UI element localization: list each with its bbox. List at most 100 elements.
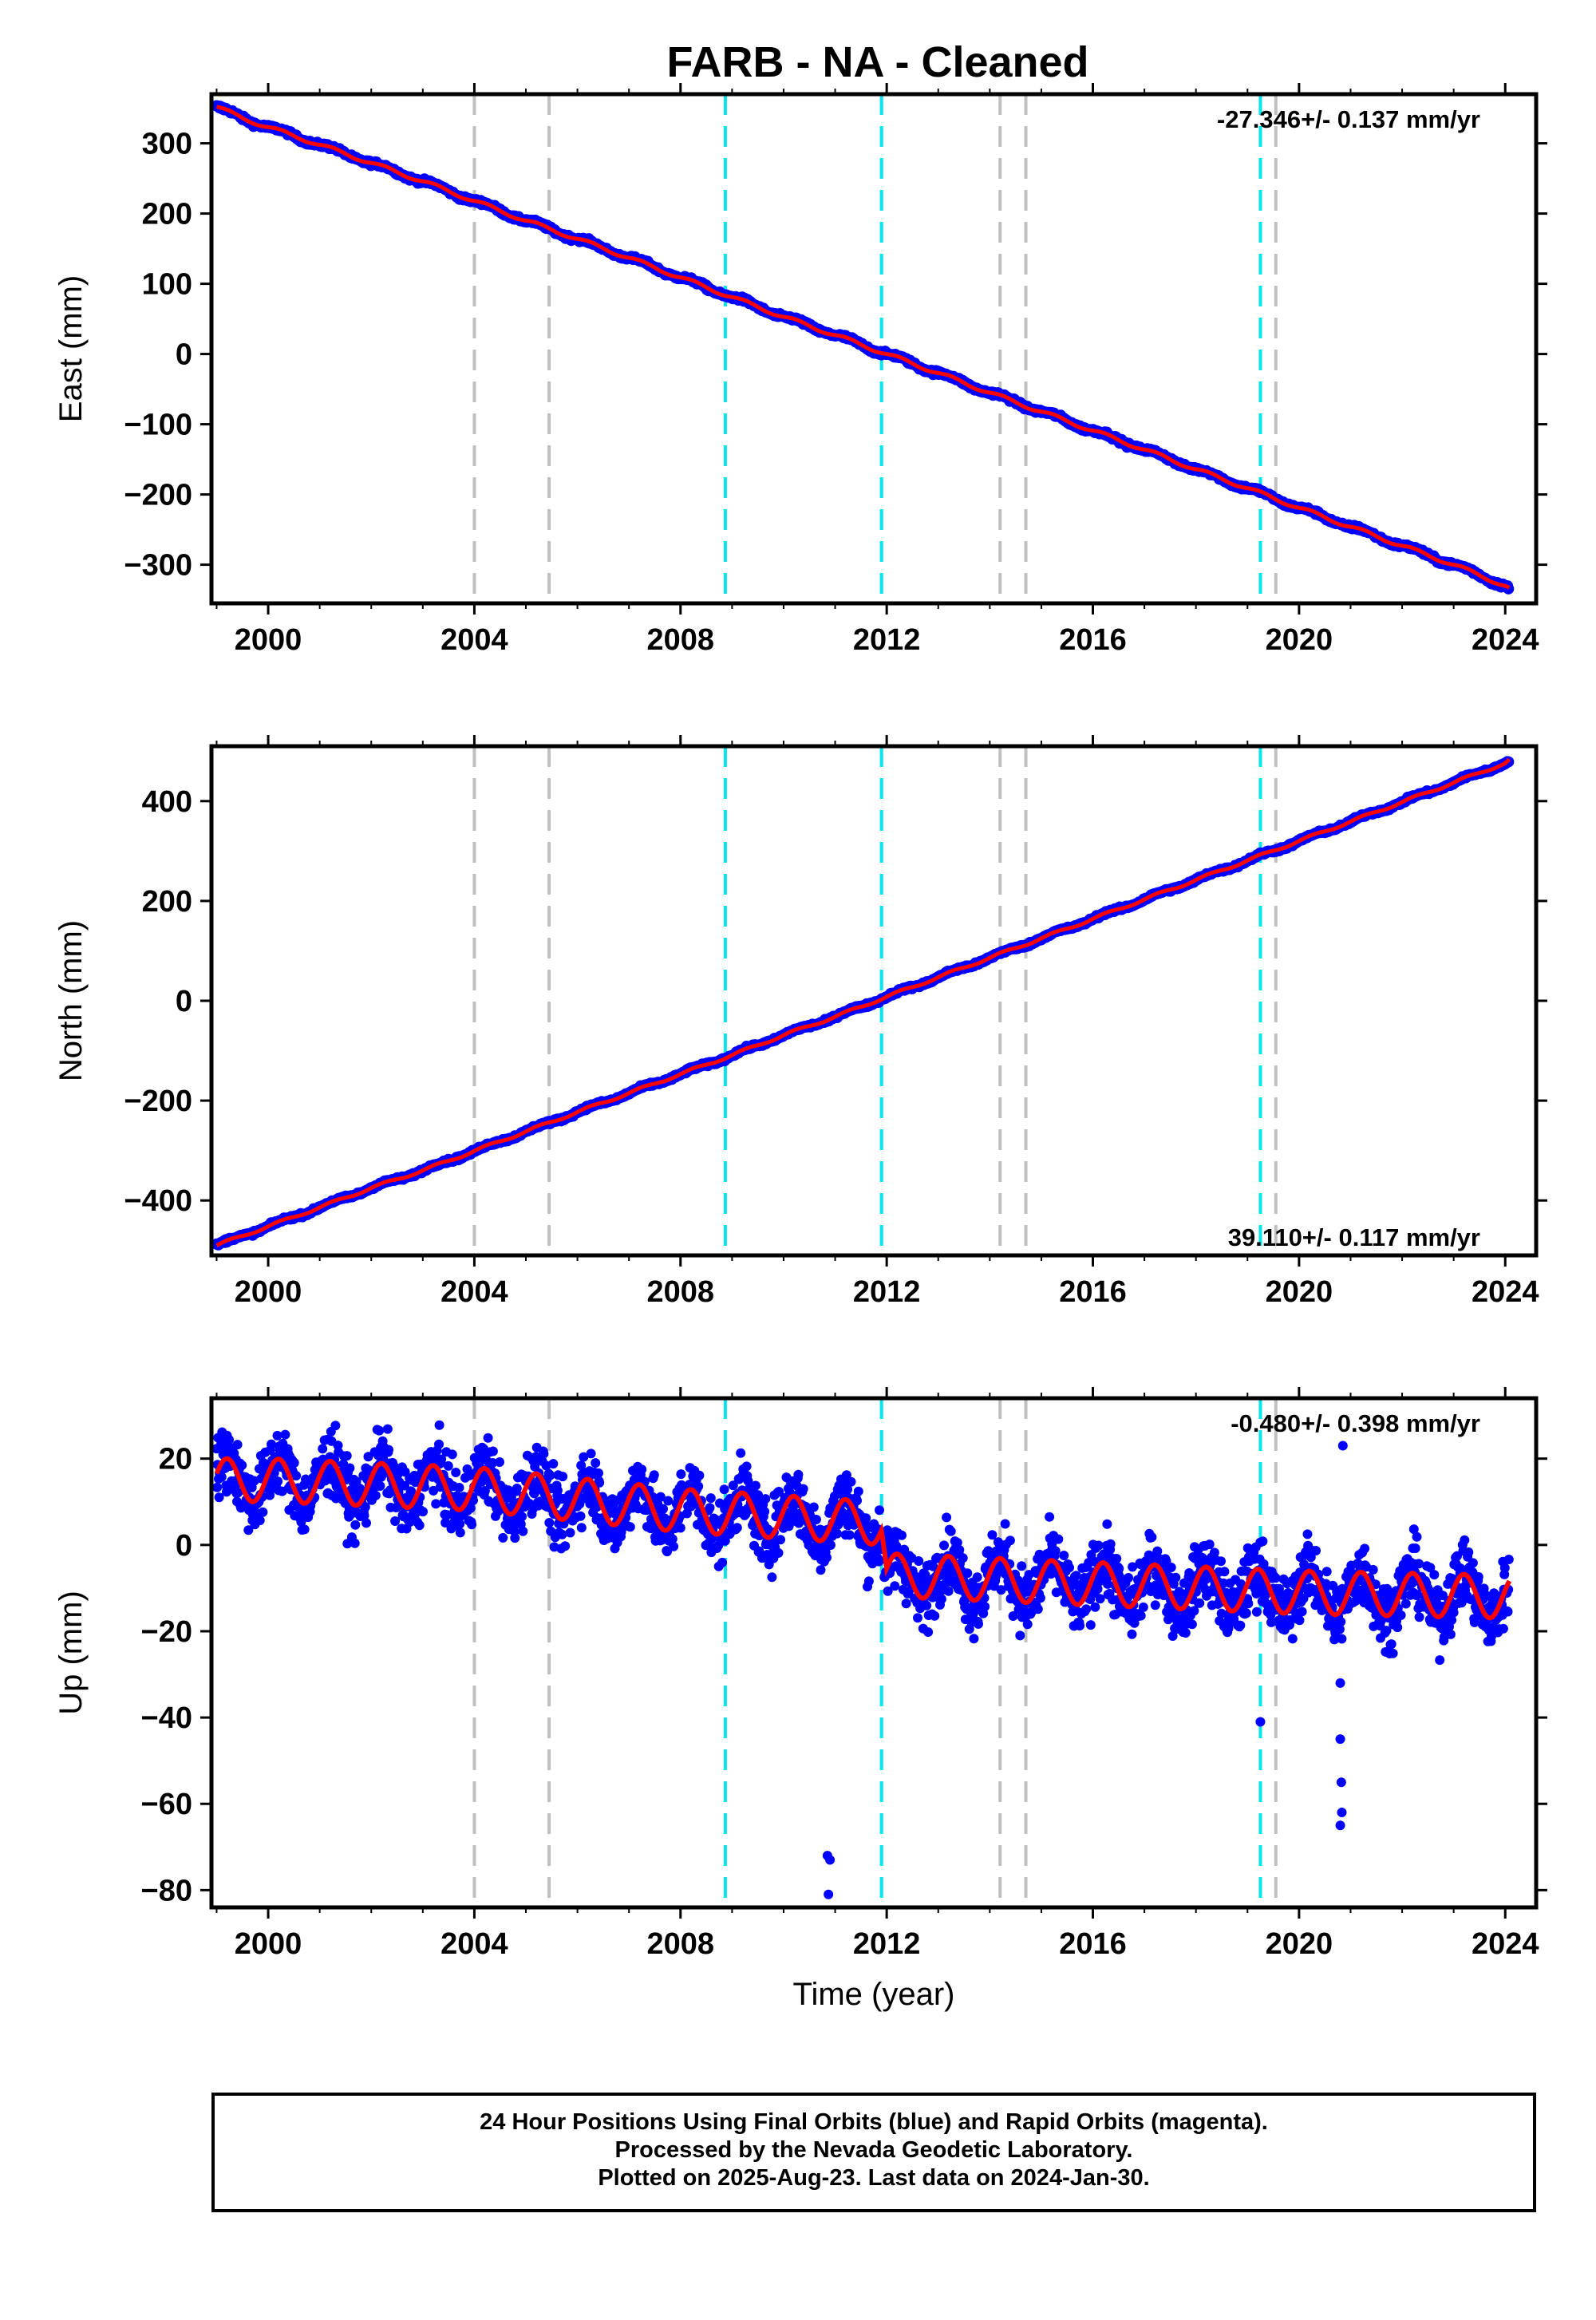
data-point — [237, 1460, 247, 1470]
data-point — [488, 1447, 498, 1456]
data-point — [637, 1464, 646, 1474]
data-point — [845, 1530, 855, 1539]
data-point — [1139, 1603, 1148, 1612]
plot-area-up — [212, 1398, 1514, 1907]
data-points-up — [212, 1421, 1514, 1899]
data-point — [566, 1528, 575, 1538]
data-point — [902, 1599, 911, 1608]
data-point — [434, 1440, 444, 1449]
data-point — [717, 1558, 727, 1567]
y-tick-label: −300 — [124, 549, 192, 583]
data-point — [510, 1533, 519, 1543]
data-point — [650, 1470, 659, 1480]
data-point — [591, 1458, 600, 1468]
data-point — [342, 1451, 352, 1460]
data-point — [626, 1522, 635, 1532]
x-tick-label: 2000 — [235, 1275, 302, 1309]
data-point — [733, 1523, 742, 1532]
y-tick-label: 400 — [142, 785, 192, 819]
data-point — [812, 1515, 821, 1524]
data-point — [350, 1539, 360, 1548]
data-point — [498, 1533, 508, 1543]
data-point — [1171, 1573, 1180, 1583]
data-point — [913, 1613, 922, 1622]
data-point — [1147, 1532, 1156, 1542]
data-point — [1033, 1604, 1043, 1614]
data-point — [799, 1484, 808, 1494]
y-tick-label: −200 — [124, 1085, 192, 1118]
data-point — [448, 1449, 457, 1459]
data-point — [1187, 1619, 1197, 1629]
y-tick-label: 0 — [176, 338, 192, 372]
data-point — [512, 1484, 522, 1493]
data-point — [318, 1444, 327, 1453]
data-point — [751, 1481, 760, 1491]
data-point — [451, 1468, 460, 1477]
data-point — [669, 1542, 678, 1551]
data-point — [212, 1483, 222, 1492]
data-point — [1017, 1561, 1026, 1571]
data-point — [558, 1472, 567, 1481]
x-tick-label: 2008 — [647, 623, 715, 657]
data-point — [962, 1568, 972, 1578]
data-point — [224, 1435, 234, 1445]
data-point — [455, 1520, 464, 1529]
data-point — [958, 1553, 968, 1563]
plot-area-north — [211, 746, 1515, 1255]
data-point — [923, 1627, 933, 1637]
data-point — [577, 1523, 587, 1532]
data-point — [518, 1527, 527, 1536]
data-point — [942, 1512, 951, 1522]
x-tick-label: 2004 — [440, 1275, 508, 1309]
data-point — [1136, 1611, 1146, 1621]
data-point — [676, 1524, 685, 1533]
data-point — [1112, 1554, 1121, 1563]
y-tick-label: 200 — [142, 198, 192, 231]
data-point — [974, 1619, 983, 1629]
x-tick-label: 2000 — [235, 623, 302, 657]
x-tick-label: 2008 — [647, 1275, 715, 1309]
x-tick-label: 2004 — [440, 623, 508, 657]
data-point — [484, 1433, 493, 1443]
data-point — [922, 1601, 931, 1611]
x-tick-label: 2020 — [1266, 1275, 1333, 1309]
y-tick-label: −200 — [124, 479, 192, 512]
data-point — [663, 1496, 673, 1506]
data-point — [444, 1461, 453, 1471]
data-point — [330, 1421, 340, 1430]
data-point — [455, 1483, 464, 1492]
data-point — [1102, 1520, 1112, 1529]
data-point — [822, 1553, 832, 1563]
data-point — [946, 1527, 956, 1536]
x-tick-label: 2012 — [853, 623, 921, 657]
data-point — [1053, 1535, 1063, 1544]
data-point — [290, 1458, 299, 1468]
y-tick-label: 200 — [142, 885, 192, 919]
y-tick-label: 0 — [176, 985, 192, 1018]
data-point — [816, 1565, 826, 1575]
data-point — [705, 1503, 715, 1512]
data-point — [742, 1461, 752, 1471]
data-point — [1090, 1603, 1100, 1612]
data-point — [809, 1503, 819, 1512]
data-point — [914, 1556, 923, 1566]
data-point — [1114, 1564, 1124, 1574]
data-point — [1106, 1539, 1116, 1549]
data-point — [676, 1469, 685, 1479]
data-point — [495, 1457, 504, 1467]
y-axis-label: East (mm) — [53, 275, 89, 422]
data-point — [920, 1570, 930, 1579]
plot-area-east — [211, 94, 1515, 603]
data-point — [361, 1518, 371, 1528]
y-tick-label: −100 — [124, 409, 192, 442]
data-point — [776, 1535, 785, 1544]
x-tick-label: 2016 — [1059, 1275, 1127, 1309]
data-point — [350, 1520, 360, 1530]
data-point — [345, 1464, 354, 1473]
data-point — [1036, 1593, 1045, 1603]
data-point — [658, 1504, 668, 1514]
data-point — [418, 1507, 428, 1516]
data-point — [767, 1572, 776, 1582]
